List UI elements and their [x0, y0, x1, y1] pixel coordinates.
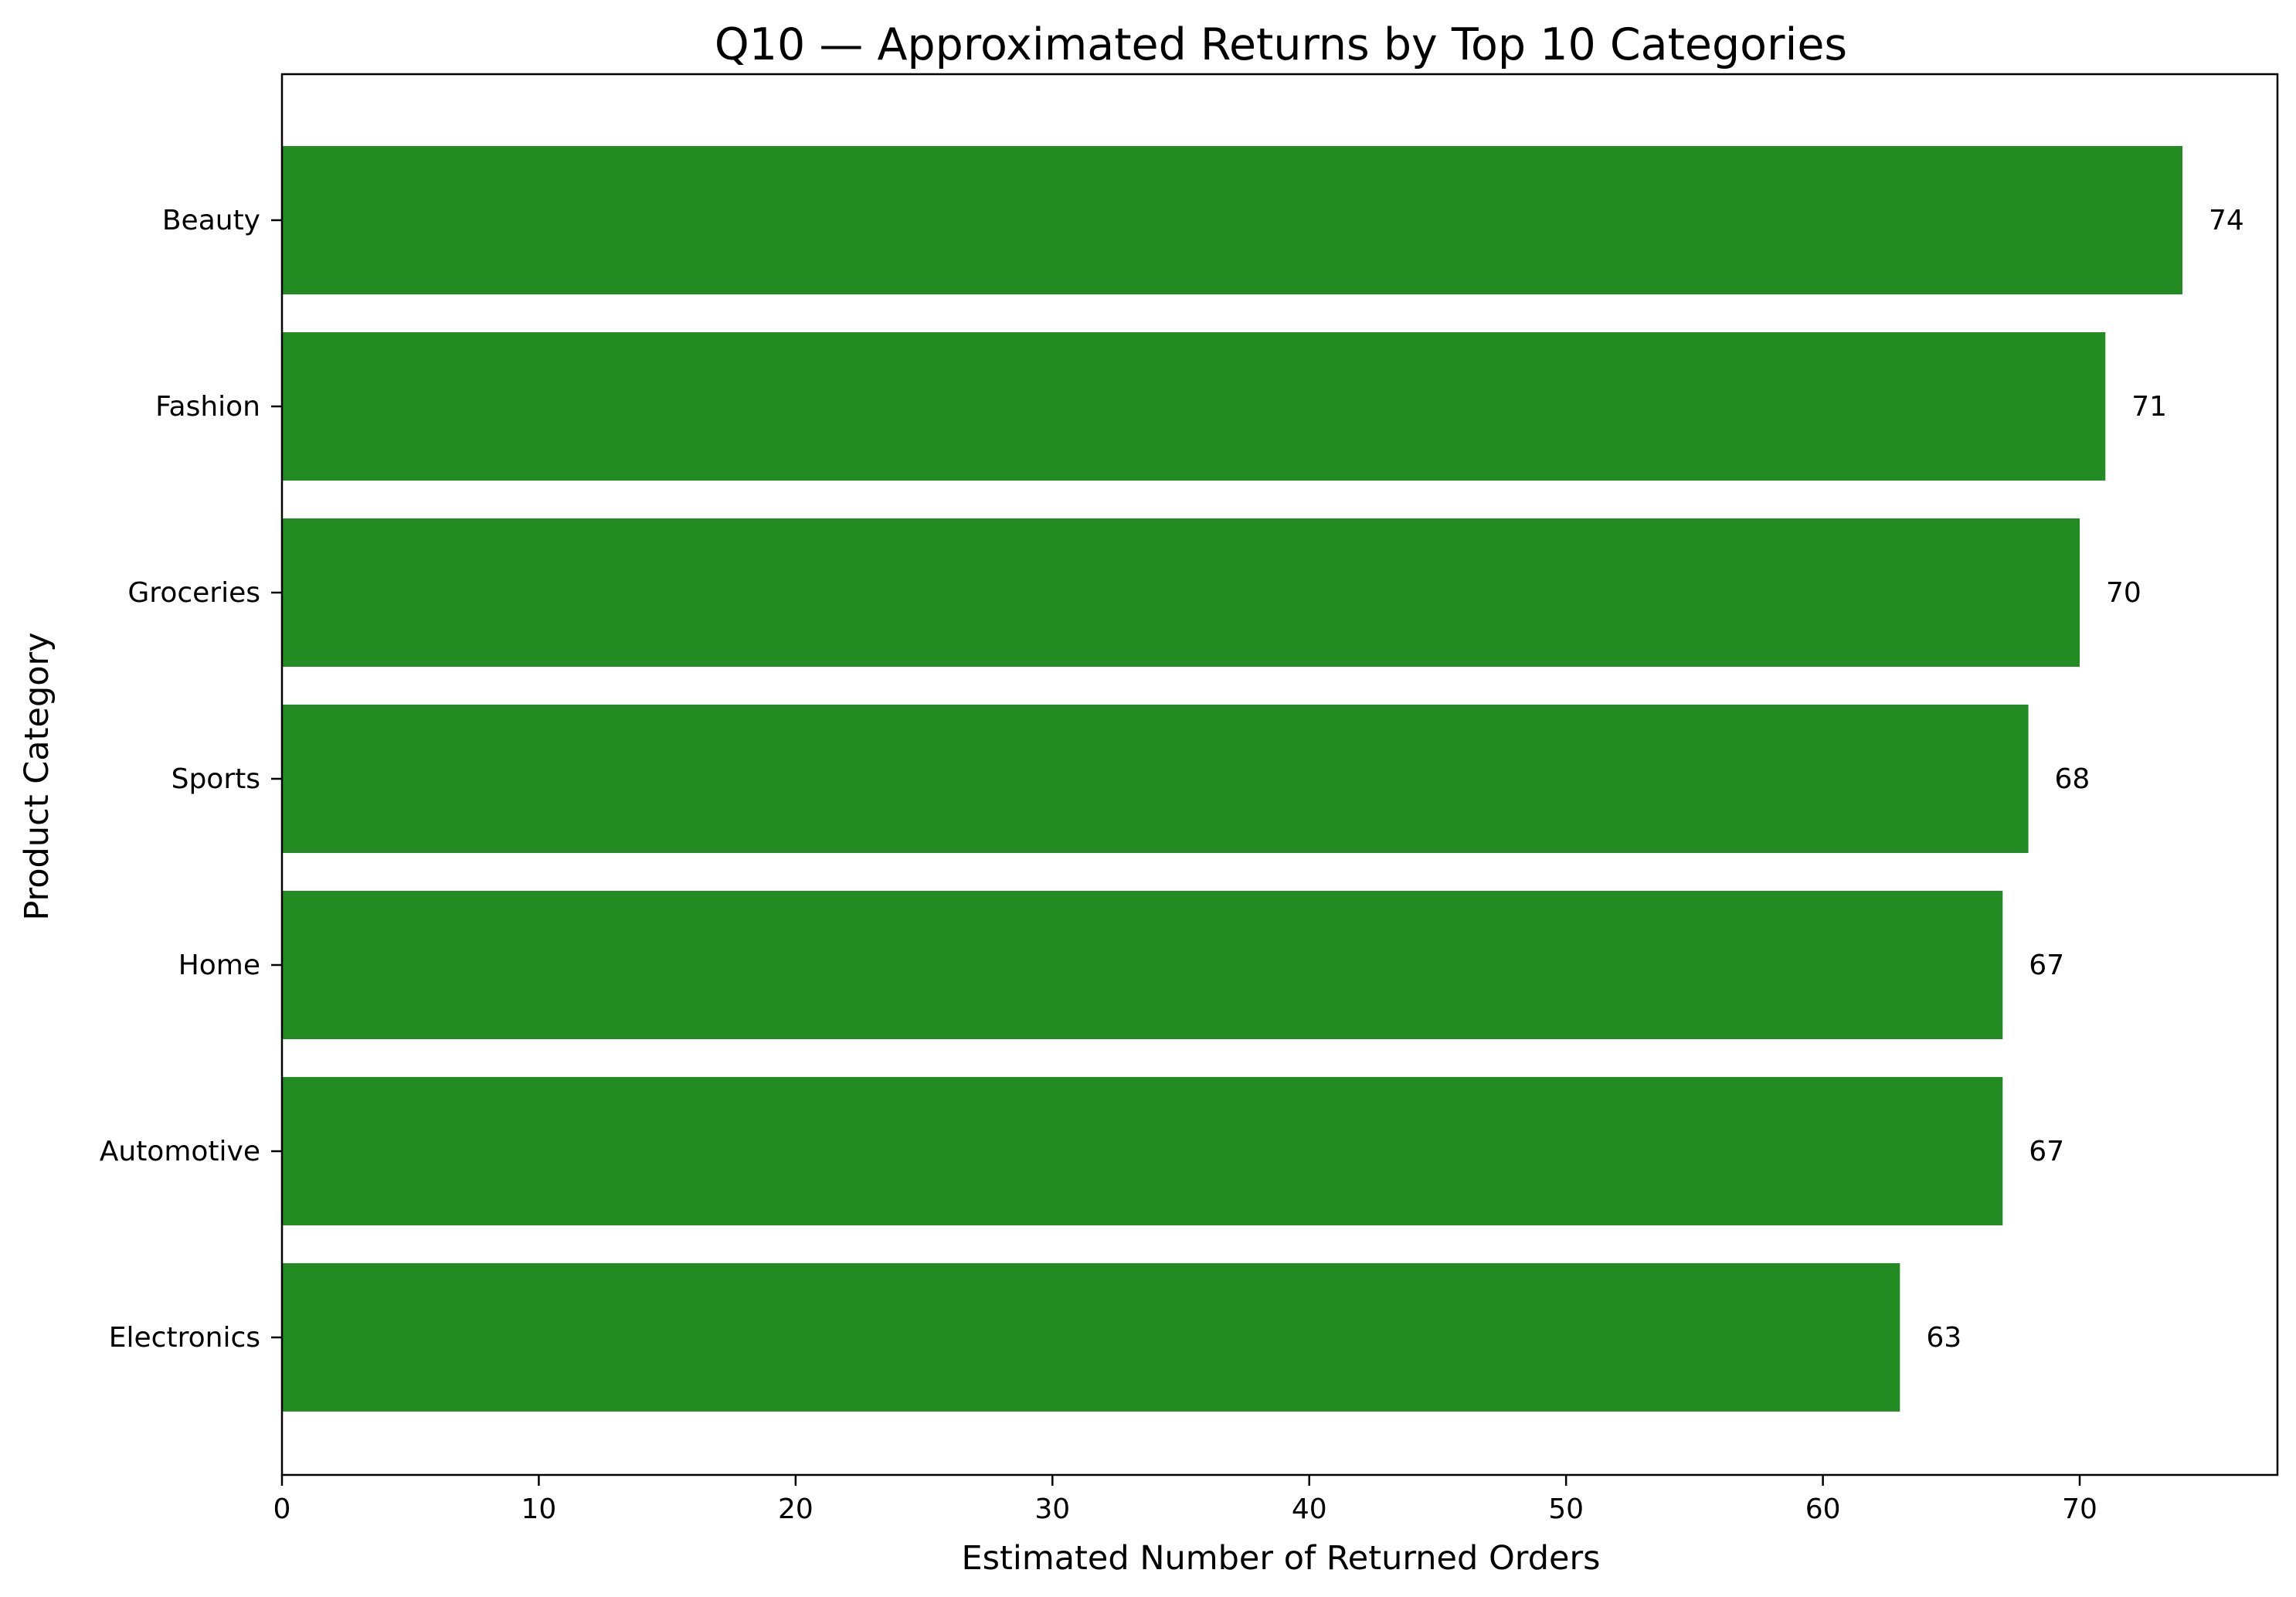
chart-title: Q10 — Approximated Returns by Top 10 Cat… [715, 19, 1847, 70]
y-tick-label: Fashion [155, 391, 260, 423]
x-tick-label: 40 [1292, 1493, 1327, 1525]
y-tick-label: Electronics [109, 1322, 260, 1354]
bar-automotive [282, 1077, 2003, 1225]
y-axis: Beauty Fashion Groceries Sports Home Automoti… [100, 205, 282, 1354]
bar-sports [282, 705, 2029, 853]
y-tick-label: Automotive [100, 1136, 260, 1167]
x-tick-label: 30 [1034, 1493, 1070, 1525]
y-axis-title: Product Category [18, 632, 56, 920]
x-tick-label: 20 [778, 1493, 813, 1525]
data-label: 67 [2029, 1136, 2064, 1167]
y-tick-label: Groceries [127, 577, 260, 609]
y-tick-label: Beauty [162, 205, 260, 236]
data-label: 68 [2055, 763, 2091, 795]
bars-layer [282, 146, 2182, 1412]
bar-electronics [282, 1263, 1900, 1412]
bar-groceries [282, 518, 2080, 667]
x-tick-label: 70 [2062, 1493, 2097, 1525]
bar-fashion [282, 332, 2106, 481]
y-tick-label: Sports [172, 763, 260, 795]
x-tick-label: 10 [521, 1493, 557, 1525]
bar-home [282, 891, 2003, 1039]
data-label: 63 [1926, 1322, 1961, 1354]
y-tick-label: Home [178, 950, 260, 981]
x-tick-label: 60 [1805, 1493, 1841, 1525]
data-label: 70 [2106, 577, 2141, 609]
x-axis-title: Estimated Number of Returned Orders [961, 1539, 1600, 1578]
data-label: 74 [2209, 205, 2244, 236]
data-label: 71 [2131, 391, 2167, 423]
x-axis: 0 10 20 30 40 50 60 70 [273, 1475, 2097, 1525]
data-labels-layer: 74 71 70 68 67 67 63 [1926, 205, 2243, 1354]
plot-frame [280, 73, 2279, 1476]
x-tick-label: 0 [273, 1493, 291, 1525]
bar-beauty [282, 146, 2182, 294]
x-tick-label: 50 [1548, 1493, 1584, 1525]
data-label: 67 [2029, 950, 2064, 981]
